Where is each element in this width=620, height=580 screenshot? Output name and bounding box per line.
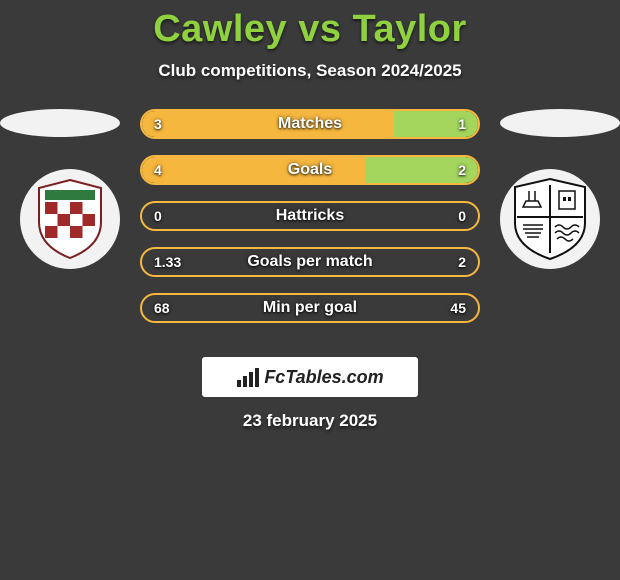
- right-club-crest: [500, 169, 600, 269]
- bar-fill-right: [394, 111, 478, 137]
- bar-chart-icon: [236, 368, 260, 388]
- left-club-crest: [20, 169, 120, 269]
- metric-label: Min per goal: [142, 295, 478, 321]
- metric-label: Hattricks: [142, 203, 478, 229]
- comparison-stage: Matches31Goals42Hattricks00Goals per mat…: [0, 109, 620, 169]
- metric-row: Matches31: [140, 109, 480, 139]
- bar-fill-left: [142, 157, 366, 183]
- metric-value-right: 2: [458, 249, 466, 275]
- metric-row: Goals42: [140, 155, 480, 185]
- date-label: 23 february 2025: [0, 411, 620, 431]
- metric-row: Goals per match1.33 2: [140, 247, 480, 277]
- metric-value-right: 0: [458, 203, 466, 229]
- page-subtitle: Club competitions, Season 2024/2025: [0, 61, 620, 81]
- bar-fill-right: [366, 157, 478, 183]
- metric-value-right: 45: [450, 295, 466, 321]
- metric-value-left: 1.33: [154, 249, 181, 275]
- shield-icon: [511, 177, 589, 261]
- oval-left-decoration: [0, 109, 120, 137]
- metric-label: Goals per match: [142, 249, 478, 275]
- metric-value-left: 68: [154, 295, 170, 321]
- metric-row: Hattricks0 0: [140, 201, 480, 231]
- shield-icon: [35, 178, 105, 260]
- metric-value-left: 0: [154, 203, 162, 229]
- oval-right-decoration: [500, 109, 620, 137]
- metric-row: Min per goal68 45: [140, 293, 480, 323]
- bar-fill-left: [142, 111, 394, 137]
- fctables-badge[interactable]: FcTables.com: [202, 357, 418, 397]
- metric-bars: Matches31 Goals42 Hattricks0 0 Goals per mat…: [140, 109, 480, 339]
- fctables-label: FcTables.com: [264, 367, 383, 387]
- page-title: Cawley vs Taylor: [0, 0, 620, 51]
